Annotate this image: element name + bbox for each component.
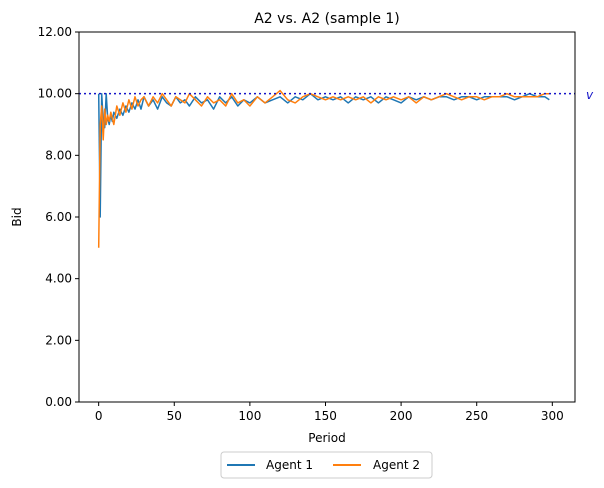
legend: Agent 1 Agent 2 [220,451,433,479]
reference-line-label: v [586,88,594,102]
x-tick-label: 250 [465,409,488,423]
y-tick-label: 8.00 [45,148,72,162]
legend-box [220,451,433,479]
y-tick-label: 6.00 [45,210,72,224]
y-ticks: 0.00 2.00 4.00 6.00 8.00 10.00 12.00 [38,25,79,409]
y-tick-label: 12.00 [38,25,72,39]
y-tick-label: 2.00 [45,333,72,347]
legend-label-agent-1: Agent 1 [266,458,313,472]
x-tick-label: 150 [314,409,337,423]
y-tick-label: 0.00 [45,395,72,409]
chart-title: A2 vs. A2 (sample 1) [254,11,400,27]
x-ticks: 0 50 100 150 200 250 300 [95,402,564,423]
x-tick-label: 200 [390,409,413,423]
x-tick-label: 300 [541,409,564,423]
x-tick-label: 50 [167,409,182,423]
y-tick-label: 4.00 [45,272,72,286]
y-axis-label: Bid [10,207,24,226]
x-tick-label: 100 [238,409,261,423]
series-layer [97,89,550,248]
legend-label-agent-2: Agent 2 [373,458,420,472]
x-axis-label: Period [308,431,345,445]
y-tick-label: 10.00 [38,87,72,101]
x-tick-label: 0 [95,409,103,423]
series-line-agent-1 [97,92,550,218]
series-line-agent-2 [97,89,550,248]
plot-area [79,32,575,402]
